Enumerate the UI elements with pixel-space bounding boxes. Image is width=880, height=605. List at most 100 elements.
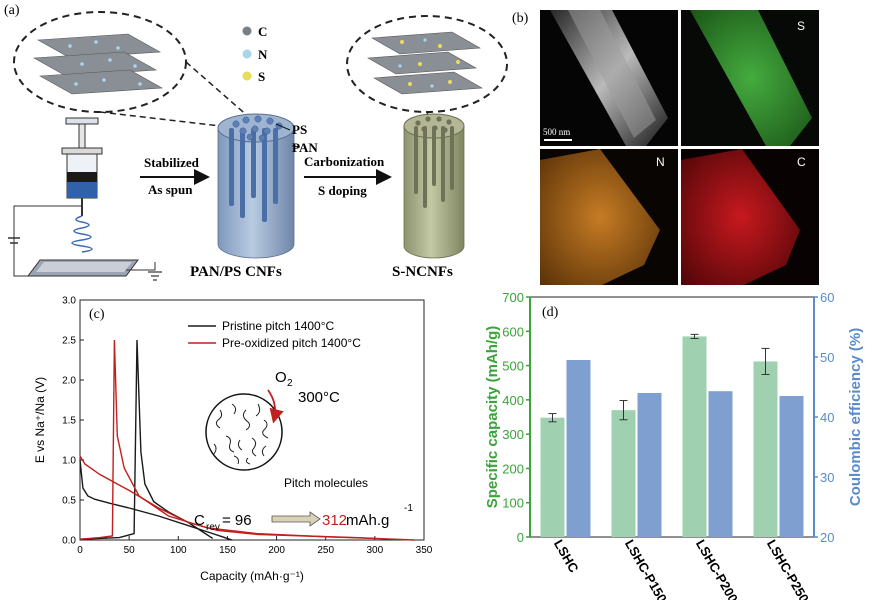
caption-pan-ps-cnfs: PAN/PS CNFs bbox=[190, 264, 282, 280]
plot-d-axes: 0 100 200 300 400 500 600 700 20 30 40 50 60 bbox=[502, 290, 834, 545]
plot-d-ylabel-right: Coulombic efficiency (%) bbox=[847, 328, 864, 506]
tem-image: 500 nm bbox=[540, 10, 678, 146]
pitch-circle bbox=[205, 393, 283, 471]
o2-label: O bbox=[275, 369, 287, 386]
carbon-dot-icon bbox=[242, 26, 252, 36]
nitrogen-dot-icon bbox=[242, 49, 252, 59]
svg-text:-1: -1 bbox=[404, 503, 413, 514]
eds-label-s: S bbox=[797, 19, 805, 33]
eds-map-n: N bbox=[540, 149, 678, 285]
plot-c-ylabel: E vs Na⁺/Na (V) bbox=[33, 377, 47, 463]
zoom-ellipse-left bbox=[13, 11, 187, 113]
category-label: LSHC-P150 bbox=[622, 537, 670, 600]
crev-arrow bbox=[271, 511, 321, 527]
panel-d: (d) 0 100 200 300 400 500 600 700 20 30 40 50 60 LSH… bbox=[484, 290, 864, 605]
panel-b: (b) 500 nm S N C bbox=[512, 10, 819, 285]
svg-text:rev: rev bbox=[206, 522, 220, 533]
x-tick-label: 300 bbox=[367, 545, 384, 556]
eds-map-c: C bbox=[681, 149, 819, 285]
eds-map-s: S bbox=[681, 10, 819, 146]
category-label: LSHC bbox=[551, 537, 582, 576]
crev-initial-value: = 96 bbox=[222, 512, 252, 529]
x-tick-label: 100 bbox=[170, 545, 187, 556]
x-tick-label: 350 bbox=[416, 545, 433, 556]
left-tick-label: 600 bbox=[502, 324, 524, 339]
legend-preoxidized: Pre-oxidized pitch 1400°C bbox=[222, 336, 361, 350]
svg-text:S doping: S doping bbox=[318, 183, 367, 198]
panel-b-label: (b) bbox=[512, 11, 529, 26]
panel-a-label: (a) bbox=[4, 3, 20, 18]
left-tick-label: 400 bbox=[502, 393, 524, 408]
right-tick-label: 40 bbox=[820, 410, 834, 425]
legend-s: S bbox=[258, 69, 265, 84]
right-tick-label: 30 bbox=[820, 470, 834, 485]
panel-a: (a) C bbox=[4, 3, 508, 281]
pitch-molecules-caption: Pitch molecules bbox=[284, 476, 368, 490]
pitch-molecule-squiggles bbox=[213, 403, 269, 465]
syringe-plunger bbox=[65, 117, 99, 125]
temperature-label: 300°C bbox=[298, 389, 340, 406]
panel-d-label: (d) bbox=[542, 305, 559, 320]
nitrogen-dots bbox=[68, 40, 142, 86]
oxidation-arrow bbox=[267, 389, 284, 424]
plot-d-bars: LSHC LSHC-P150 LSHC-P200 LSHC-P250 bbox=[540, 333, 812, 605]
process-arrow-1: Stabilized As spun bbox=[140, 155, 210, 197]
svg-text:2: 2 bbox=[287, 378, 293, 389]
x-tick-label: 0 bbox=[77, 545, 83, 556]
panel-c: (c) 0 50 100 150 200 250 300 350 0.0 0.5 1.0 1.5 2.0… bbox=[33, 296, 433, 584]
left-tick-label: 300 bbox=[502, 427, 524, 442]
x-tick-label: 200 bbox=[268, 545, 285, 556]
legend-c: C bbox=[258, 24, 267, 39]
polymer-solution bbox=[67, 182, 97, 198]
graphene-layer bbox=[36, 33, 162, 59]
zoom-connector bbox=[185, 61, 251, 119]
category-label: LSHC-P200 bbox=[693, 537, 741, 600]
series-line-1 bbox=[79, 339, 214, 540]
caption-s-ncnfs: S-NCNFs bbox=[392, 264, 453, 280]
process-arrow-2: Carbonization S doping bbox=[304, 154, 392, 198]
label-pan: PAN bbox=[292, 140, 318, 155]
legend-n: N bbox=[258, 47, 268, 62]
capacity-bar bbox=[682, 336, 707, 537]
element-legend: C N S bbox=[242, 24, 268, 84]
plot-c-curves bbox=[79, 339, 415, 541]
series-line-0 bbox=[79, 459, 233, 541]
y-tick-label: 0.5 bbox=[62, 496, 76, 507]
scale-bar-label: 500 nm bbox=[543, 127, 570, 137]
electrospinning-setup bbox=[8, 117, 162, 281]
y-tick-label: 0.0 bbox=[62, 536, 76, 547]
left-tick-label: 700 bbox=[502, 290, 524, 305]
sulfur-dots bbox=[400, 40, 460, 86]
crev-improved-value: 312 bbox=[322, 512, 347, 529]
capacity-bar bbox=[611, 410, 636, 537]
right-tick-label: 20 bbox=[820, 530, 834, 545]
svg-text:mAh.g: mAh.g bbox=[346, 512, 389, 529]
graphene-layer bbox=[373, 71, 483, 95]
eds-label-c: C bbox=[797, 155, 806, 169]
fiber-s-ncnfs: S-NCNFs bbox=[392, 113, 465, 280]
graphene-layer bbox=[371, 31, 481, 55]
y-tick-label: 2.5 bbox=[62, 336, 76, 347]
efficiency-bar bbox=[566, 360, 591, 537]
pitch-inset: O 2 300°C Pitch molecules bbox=[205, 369, 368, 490]
capacity-bar bbox=[540, 417, 565, 537]
fiber-pan-ps: PS PAN PAN/PS CNFs bbox=[190, 113, 318, 280]
x-tick-label: 250 bbox=[317, 545, 334, 556]
left-tick-label: 100 bbox=[502, 496, 524, 511]
graphene-layer bbox=[367, 51, 477, 75]
left-tick-label: 500 bbox=[502, 359, 524, 374]
y-tick-label: 1.0 bbox=[62, 456, 76, 467]
graphene-layer bbox=[38, 69, 164, 95]
label-ps: PS bbox=[292, 122, 307, 137]
left-tick-label: 200 bbox=[502, 461, 524, 476]
jet-spiral bbox=[71, 215, 93, 253]
sulfur-dot-icon bbox=[242, 71, 252, 81]
legend-pristine: Pristine pitch 1400°C bbox=[222, 319, 335, 333]
svg-text:C: C bbox=[194, 512, 205, 529]
capacity-bar bbox=[753, 361, 778, 537]
y-tick-label: 2.0 bbox=[62, 376, 76, 387]
left-tick-label: 0 bbox=[517, 530, 524, 545]
plot-d-ylabel-left: Specific capacity (mAh/g) bbox=[484, 326, 501, 509]
plot-c-axes: 0 50 100 150 200 250 300 350 0.0 0.5 1.0 1.5 2.0 2.5 3… bbox=[62, 296, 433, 557]
